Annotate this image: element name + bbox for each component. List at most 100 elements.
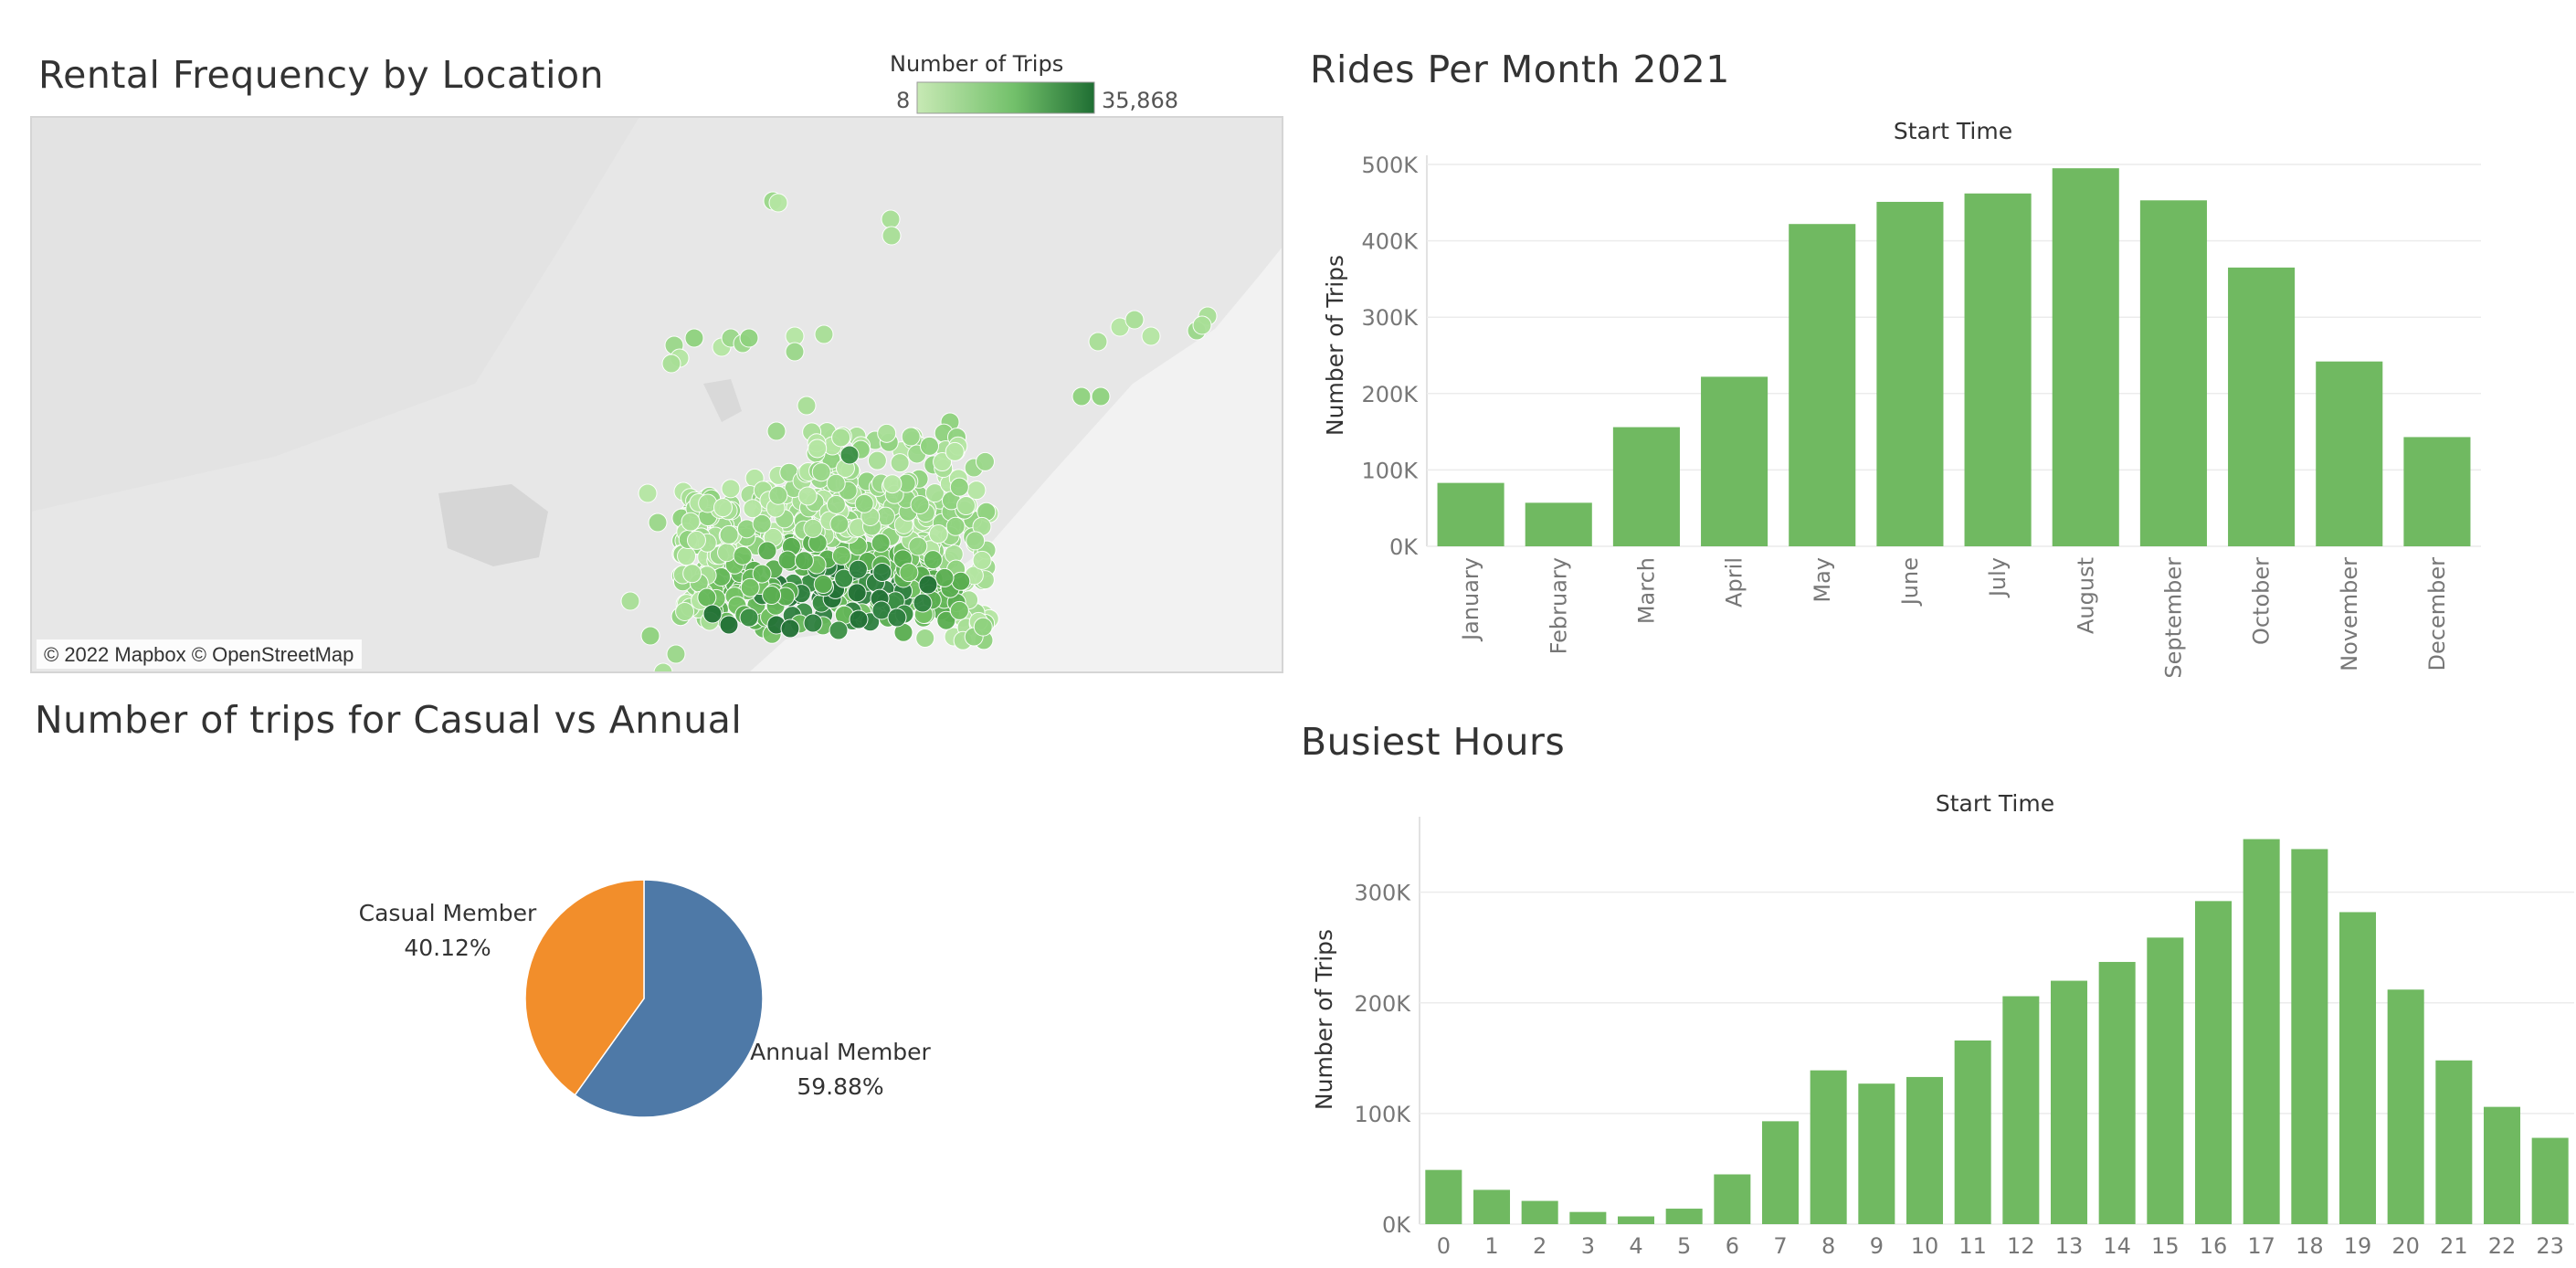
monthly-y-tick-label: 500K: [1361, 153, 1419, 178]
hourly-bar[interactable]: [1521, 1200, 1558, 1224]
monthly-bar[interactable]: [1525, 502, 1592, 546]
hourly-bar[interactable]: [2435, 1060, 2473, 1224]
monthly-bar[interactable]: [2228, 267, 2296, 546]
monthly-bar[interactable]: [2403, 437, 2471, 546]
monthly-y-tick-label: 200K: [1361, 382, 1419, 407]
station-point: [811, 462, 831, 482]
monthly-x-tick-label: January: [1458, 557, 1483, 642]
hourly-bar[interactable]: [1810, 1070, 1847, 1224]
pie-slice-casual[interactable]: [524, 879, 645, 1096]
monthly-bar[interactable]: [1789, 224, 1856, 546]
station-point: [882, 226, 902, 246]
hourly-bar[interactable]: [2291, 849, 2328, 1224]
station-point: [666, 644, 686, 664]
hourly-x-tick-label: 19: [2344, 1233, 2372, 1259]
station-point: [762, 586, 782, 606]
monthly-x-tick-label: June: [1897, 557, 1923, 607]
hourly-y-tick-label: 100K: [1354, 1102, 1411, 1127]
station-point: [924, 483, 945, 503]
pie-slice-annual[interactable]: [574, 879, 764, 1118]
legend-max: 35,868: [1102, 88, 1178, 113]
hourly-bar[interactable]: [2483, 1106, 2521, 1224]
monthly-bar[interactable]: [2316, 361, 2383, 546]
station-point: [719, 615, 739, 635]
hourly-x-tick-label: 17: [2247, 1233, 2275, 1259]
monthly-y-tick-label: 400K: [1361, 229, 1419, 255]
monthly-bar[interactable]: [1612, 427, 1680, 546]
monthly-x-tick-label: April: [1722, 557, 1747, 608]
station-point: [797, 486, 818, 506]
hourly-x-tick-label: 16: [2200, 1233, 2228, 1259]
monthly-bar[interactable]: [1701, 376, 1768, 546]
monthly-bar[interactable]: [1876, 201, 1944, 547]
hourly-x-tick-label: 9: [1870, 1233, 1884, 1259]
pie-title: Number of trips for Casual vs Annual: [35, 698, 743, 742]
hourly-bar[interactable]: [1858, 1083, 1895, 1224]
hourly-x-tick-label: 7: [1773, 1233, 1787, 1259]
station-point: [620, 591, 640, 611]
station-point: [956, 496, 977, 516]
monthly-x-tick-label: July: [1985, 557, 2011, 598]
station-point: [923, 550, 943, 570]
monthly-bar[interactable]: [2139, 200, 2207, 547]
hourly-x-tick-label: 21: [2440, 1233, 2468, 1259]
station-point: [740, 577, 760, 597]
station-point: [752, 513, 772, 534]
station-point: [928, 524, 948, 544]
station-point: [1192, 315, 1212, 335]
station-point: [739, 328, 759, 348]
station-point: [1091, 386, 1111, 407]
hourly-bar[interactable]: [2387, 989, 2424, 1224]
station-point: [933, 452, 953, 472]
station-point: [973, 617, 993, 637]
station-point: [872, 562, 892, 582]
hourly-bar[interactable]: [2243, 839, 2280, 1224]
hourly-bar[interactable]: [2098, 961, 2136, 1224]
station-point: [854, 493, 874, 513]
hourly-bar[interactable]: [1761, 1121, 1800, 1224]
hourly-bar[interactable]: [2002, 996, 2040, 1224]
station-point: [713, 498, 733, 518]
hourly-x-tick-label: 0: [1437, 1233, 1451, 1259]
station-point: [949, 477, 969, 497]
hourly-bar[interactable]: [1617, 1216, 1655, 1224]
station-point: [848, 559, 868, 579]
hourly-bar[interactable]: [2050, 980, 2088, 1224]
hourly-bar[interactable]: [2147, 937, 2184, 1224]
map-title: Rental Frequency by Location: [38, 53, 605, 97]
station-point: [920, 436, 940, 456]
hourly-bar[interactable]: [1665, 1209, 1703, 1224]
hourly-bar[interactable]: [1569, 1211, 1607, 1224]
map-attribution: © 2022 Mapbox © OpenStreetMap: [44, 643, 354, 666]
hourly-bar[interactable]: [1473, 1189, 1511, 1224]
station-point: [829, 620, 849, 640]
monthly-bar[interactable]: [2052, 168, 2119, 546]
hourly-bar[interactable]: [2531, 1137, 2569, 1224]
hourly-y-tick-label: 300K: [1354, 881, 1411, 906]
hourly-bar[interactable]: [1954, 1040, 1991, 1224]
monthly-x-tick-label: October: [2249, 557, 2275, 645]
hourly-bar[interactable]: [1906, 1076, 1944, 1224]
hourly-bar[interactable]: [1714, 1174, 1751, 1225]
hourly-bar[interactable]: [1425, 1169, 1462, 1224]
station-point: [808, 439, 828, 459]
map-stations: [620, 191, 1218, 672]
station-point: [877, 423, 897, 443]
station-point: [945, 441, 965, 461]
station-point: [768, 193, 788, 213]
monthly-bar[interactable]: [1964, 193, 2032, 546]
pie-label-annual-name: Annual Member: [750, 1039, 931, 1065]
station-point: [684, 328, 704, 348]
monthly-bar[interactable]: [1437, 482, 1504, 546]
monthly-y-axis-title: Number of Trips: [1322, 255, 1348, 436]
station-point: [890, 453, 910, 473]
station-point: [913, 593, 933, 613]
station-point: [640, 626, 660, 646]
hourly-bar[interactable]: [2194, 901, 2233, 1224]
station-point: [826, 473, 846, 493]
hourly-bar[interactable]: [2338, 912, 2377, 1224]
